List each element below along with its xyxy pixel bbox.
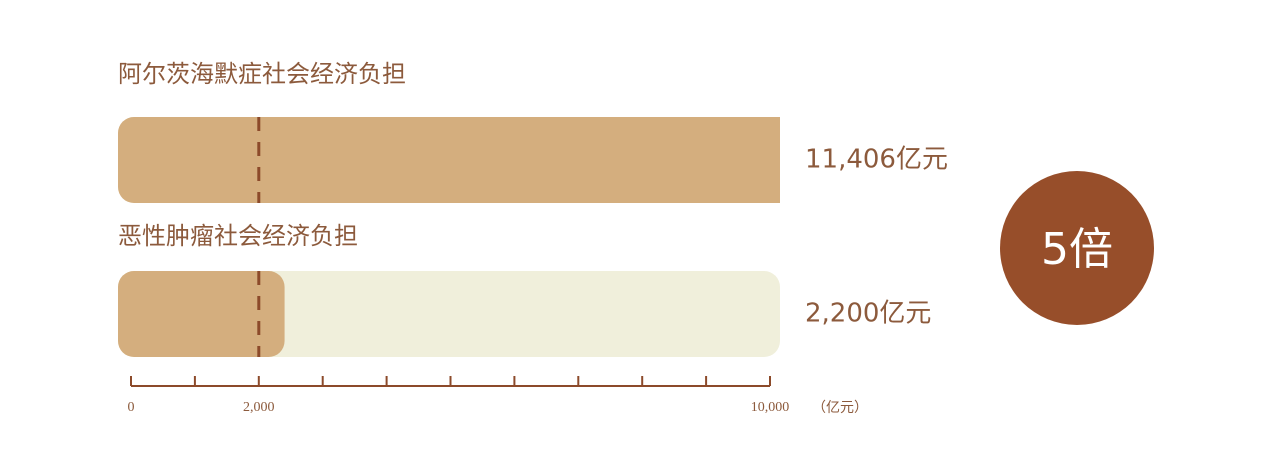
category-label: 恶性肿瘤社会经济负担 [118,222,358,250]
x-tick-label: 10,000 [751,400,790,415]
category-label: 阿尔茨海默症社会经济负担 [118,60,406,88]
ratio-badge [1000,171,1154,325]
x-tick-label: 2,000 [243,400,275,415]
ratio-label: 5倍 [1041,224,1113,275]
value-label: 2,200亿元 [805,299,931,329]
bars-group [118,117,780,357]
x-tick-label: 0 [128,400,135,415]
bar [118,117,780,203]
value-label: 11,406亿元 [805,145,948,175]
axis-unit: （亿元） [812,400,868,416]
bar [118,271,285,357]
